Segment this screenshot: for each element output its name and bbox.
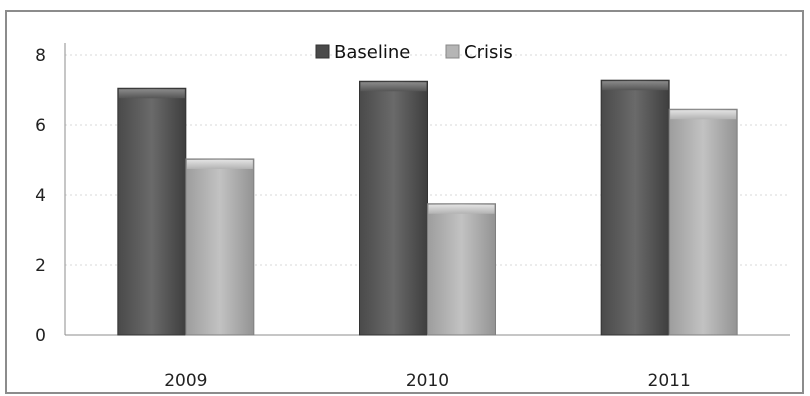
legend-swatch-baseline	[315, 44, 330, 59]
bar-cap-crisis-2010	[428, 204, 495, 214]
y-tick-label: 2	[35, 256, 46, 276]
legend: Baseline Crisis	[315, 42, 513, 63]
bar-crisis-2010	[427, 203, 496, 336]
legend-label-baseline: Baseline	[334, 42, 410, 63]
bar-cap-baseline-2011	[602, 81, 669, 91]
y-tick-label: 6	[35, 116, 46, 136]
bar-crisis-2011	[668, 108, 738, 336]
bar-cap-baseline-2009	[118, 89, 185, 99]
bar-cap-baseline-2010	[360, 82, 427, 92]
bars	[117, 79, 738, 336]
y-tick-label: 8	[35, 46, 46, 66]
y-tick-label: 0	[35, 326, 46, 346]
bar-crisis-2009	[185, 158, 255, 336]
bar-cap-crisis-2009	[186, 159, 253, 169]
bar-baseline-2010	[359, 80, 428, 336]
legend-swatch-crisis	[445, 44, 460, 59]
legend-label-crisis: Crisis	[464, 42, 513, 63]
x-tick-label: 2009	[164, 371, 207, 391]
tick-labels: 0 2 4 6 8 2009 2010 2011	[35, 46, 691, 391]
bar-baseline-2009	[117, 87, 187, 336]
bar-baseline-2011	[600, 79, 670, 336]
y-tick-label: 4	[35, 186, 46, 206]
bar-cap-crisis-2011	[670, 110, 737, 120]
x-tick-label: 2010	[406, 371, 449, 391]
x-tick-label: 2011	[648, 371, 691, 391]
